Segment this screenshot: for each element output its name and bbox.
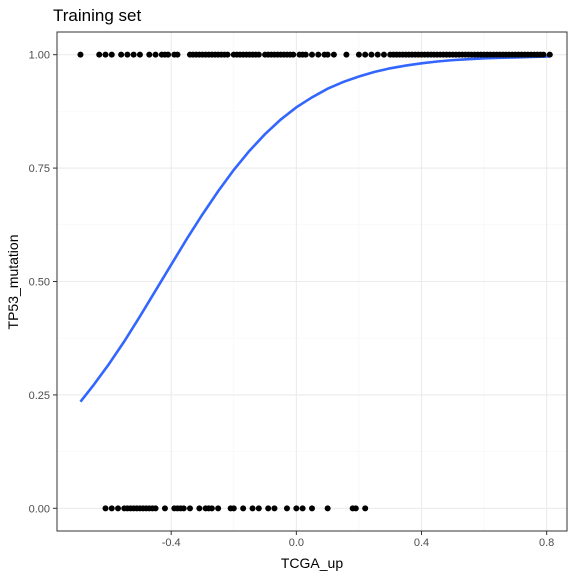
data-point (380, 51, 387, 58)
data-point (283, 505, 290, 512)
data-point (174, 51, 181, 58)
x-tick-label: 0.0 (289, 537, 304, 549)
data-point (152, 505, 159, 512)
data-point (355, 51, 362, 58)
x-axis-ticks: -0.4 0.0 0.4 0.8 (162, 531, 554, 549)
y-axis-ticks: 0.00 0.25 0.50 0.75 1.00 (29, 50, 57, 515)
x-tick-label: 0.4 (414, 537, 429, 549)
data-point (368, 51, 375, 58)
data-point (330, 51, 337, 58)
data-point (108, 51, 115, 58)
data-point (152, 51, 159, 58)
data-point (224, 51, 231, 58)
data-point (108, 505, 115, 512)
data-point (324, 505, 331, 512)
points-group (77, 51, 553, 512)
data-point (96, 51, 103, 58)
data-point (299, 505, 306, 512)
data-point (255, 505, 262, 512)
y-axis-title: TP53_mutation (5, 235, 21, 330)
data-point (102, 505, 109, 512)
data-point (290, 51, 297, 58)
data-point (196, 505, 203, 512)
data-point (77, 51, 84, 58)
y-tick-label: 0.25 (29, 390, 50, 402)
fit-line-group (79, 55, 550, 403)
data-point (208, 505, 215, 512)
data-point (302, 51, 309, 58)
data-point (343, 51, 350, 58)
data-point (255, 51, 262, 58)
data-point (374, 51, 381, 58)
data-point (146, 51, 153, 58)
y-tick-label: 0.75 (29, 163, 50, 175)
data-point (180, 505, 187, 512)
data-point (115, 505, 122, 512)
data-point (271, 505, 278, 512)
data-point (315, 51, 322, 58)
data-point (130, 51, 137, 58)
data-point (186, 505, 193, 512)
data-point (165, 51, 172, 58)
data-point (540, 51, 547, 58)
y-tick-label: 0.00 (29, 503, 50, 515)
data-point (230, 505, 237, 512)
data-point (161, 505, 168, 512)
data-point (362, 51, 369, 58)
data-point (118, 51, 125, 58)
chart-title: Training set (53, 6, 141, 25)
data-point (324, 51, 331, 58)
y-tick-label: 0.50 (29, 277, 50, 289)
x-tick-label: -0.4 (162, 537, 181, 549)
data-point (240, 505, 247, 512)
data-point (249, 505, 256, 512)
x-tick-label: 0.8 (539, 537, 554, 549)
data-point (362, 505, 369, 512)
data-point (136, 51, 143, 58)
fit-line (79, 55, 550, 403)
data-point (309, 505, 315, 512)
data-point (265, 505, 272, 512)
data-point (546, 51, 553, 58)
x-axis-title: TCGA_up (281, 555, 343, 571)
data-point (293, 505, 300, 512)
data-point (352, 505, 359, 512)
y-tick-label: 1.00 (29, 50, 50, 62)
data-point (215, 505, 222, 512)
data-point (124, 51, 131, 58)
data-point (309, 51, 315, 58)
data-point (102, 51, 109, 58)
